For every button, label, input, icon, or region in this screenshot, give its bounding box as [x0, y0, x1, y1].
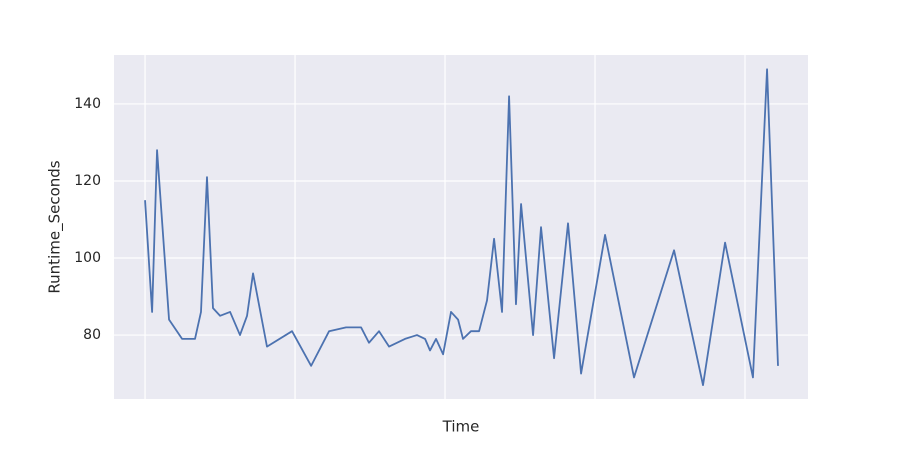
y-tick-label: 80 [83, 327, 101, 343]
y-axis-label: Runtime_Seconds [46, 160, 65, 293]
y-tick-label: 100 [74, 250, 101, 266]
plot-area [114, 55, 808, 399]
y-tick-label: 120 [74, 173, 101, 189]
y-tick-label: 140 [74, 96, 101, 112]
grid [114, 55, 808, 399]
line [144, 68, 779, 387]
x-axis-label: Time [442, 418, 480, 436]
marks [144, 68, 779, 387]
